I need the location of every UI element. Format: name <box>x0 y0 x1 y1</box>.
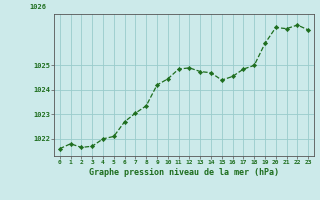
Text: 1026: 1026 <box>29 4 46 10</box>
X-axis label: Graphe pression niveau de la mer (hPa): Graphe pression niveau de la mer (hPa) <box>89 168 279 177</box>
